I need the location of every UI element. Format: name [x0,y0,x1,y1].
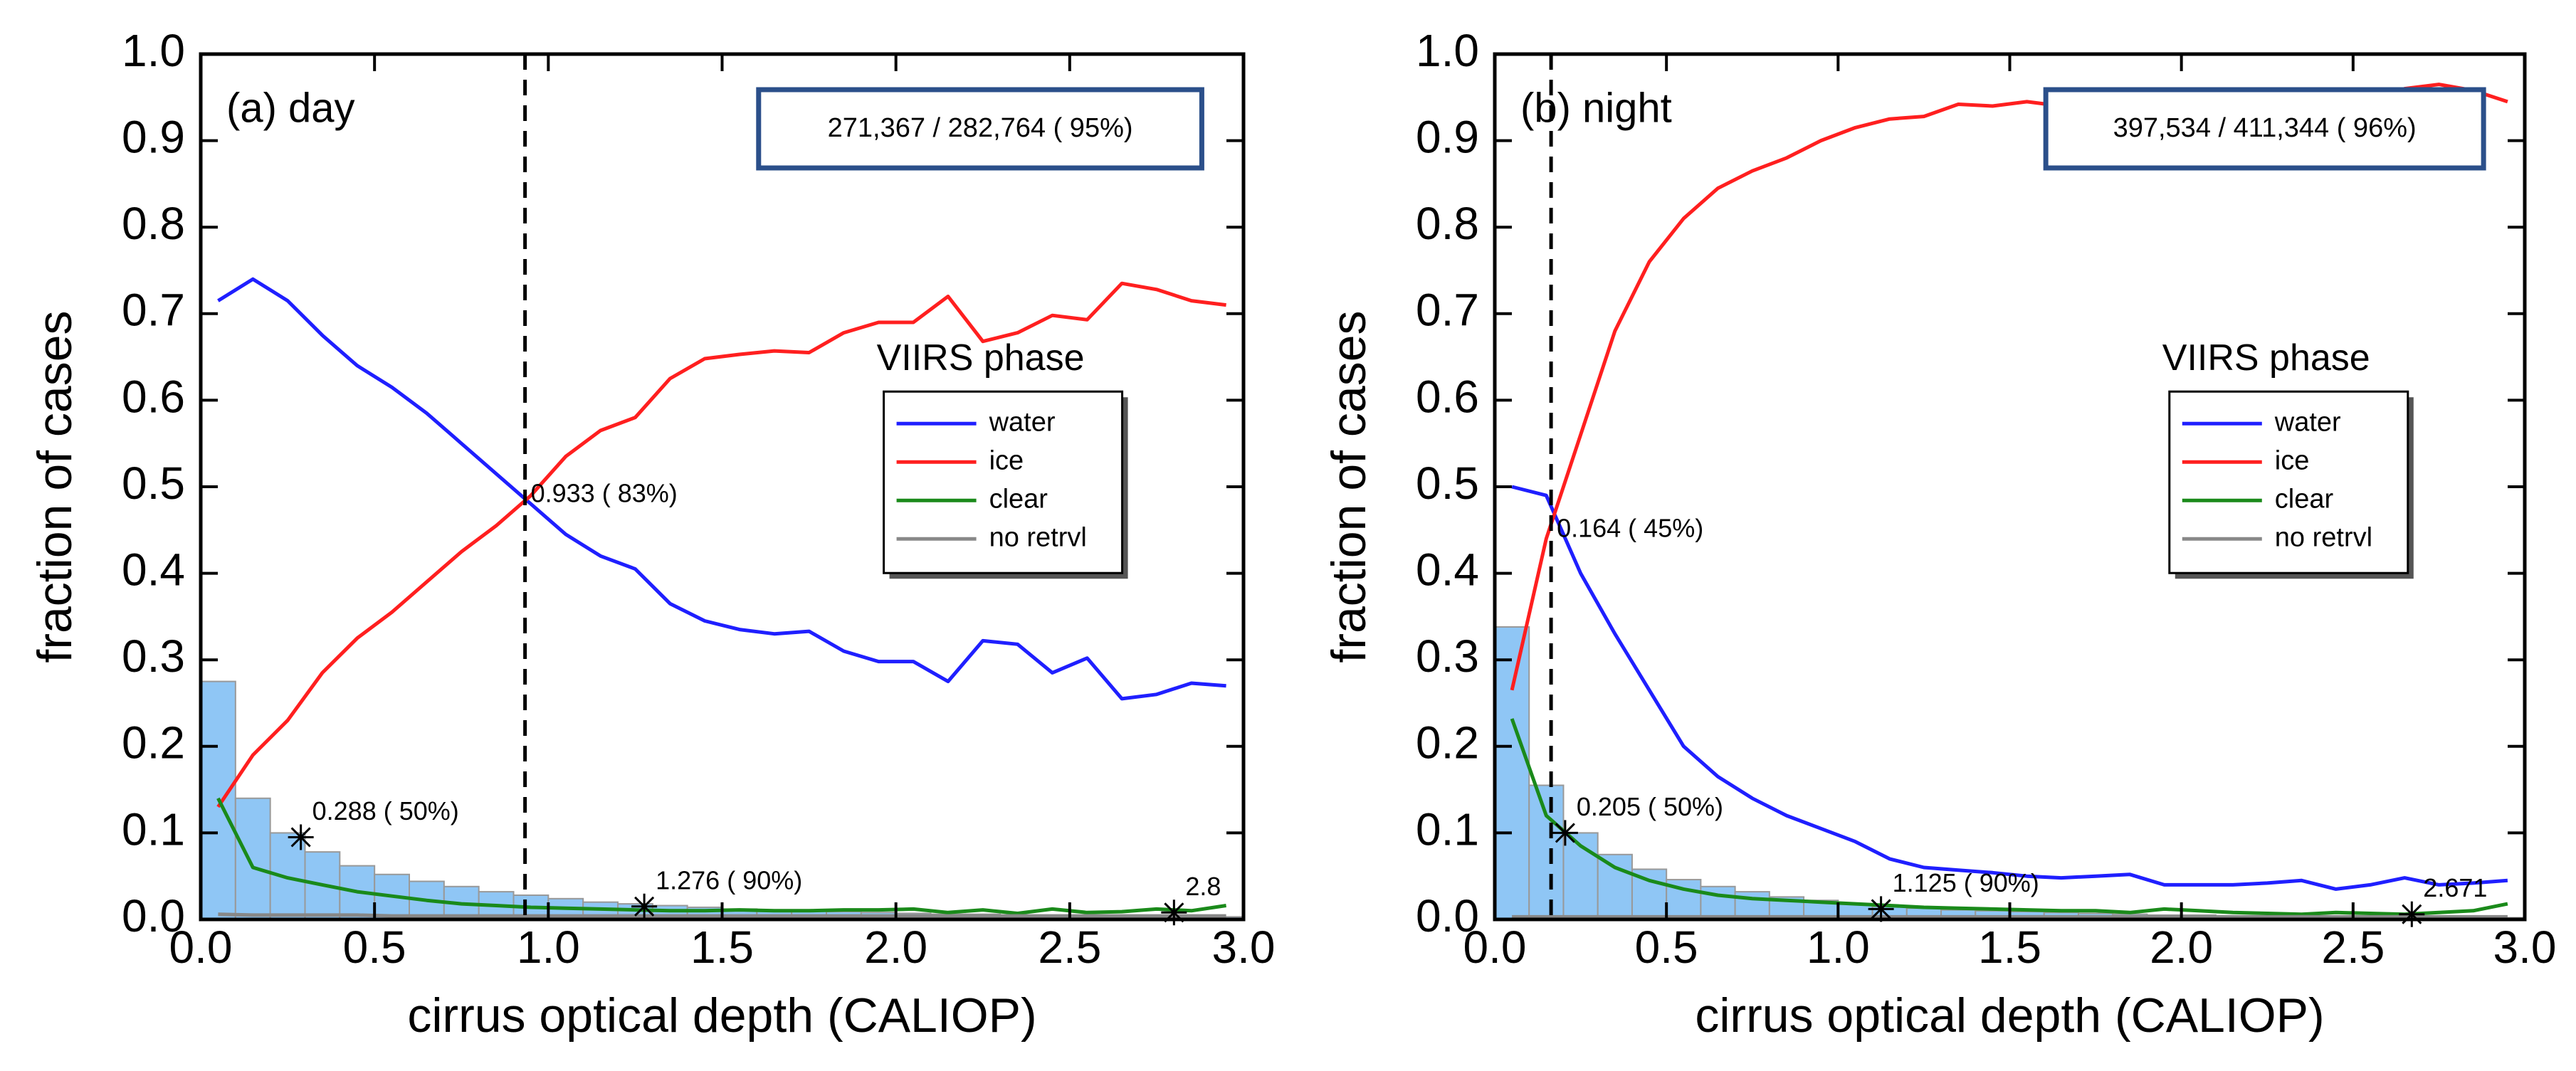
info-box [756,87,1204,171]
y-axis-label: fraction of cases [1322,310,1376,663]
annotation: 0.288 ( 50%) [312,796,459,825]
legend-label: water [989,407,1056,437]
y-tick-label: 0.2 [1416,717,1479,769]
y-tick-label: 0.3 [1416,631,1479,682]
legend-label: clear [989,484,1048,514]
y-tick-label: 0.6 [1416,371,1479,422]
legend-label: no retrvl [989,522,1087,552]
y-axis-label: fraction of cases [28,310,82,663]
star-marker [1161,899,1187,926]
y-tick-label: 0.1 [1416,803,1479,855]
y-tick-label: 0.0 [122,890,185,941]
annotation: 0.164 ( 45%) [1557,513,1703,542]
x-tick-label: 2.0 [2150,922,2213,973]
annotation: 2.8 [1185,872,1221,901]
info-text: 397,534 / 411,344 ( 96%) [2113,113,2417,143]
legend-label: ice [2275,445,2310,475]
y-tick-label: 0.5 [122,458,185,509]
annotation: 1.276 ( 90%) [656,865,802,895]
x-axis-label: cirrus optical depth (CALIOP) [407,988,1036,1043]
histogram-bar [234,797,271,921]
y-tick-label: 0.9 [1416,112,1479,163]
y-tick-label: 0.2 [122,717,185,769]
y-tick-label: 0.7 [122,285,185,336]
y-tick-label: 0.6 [122,371,185,422]
series-line [1510,83,2508,691]
annotation: 0.205 ( 50%) [1577,792,1723,821]
y-tick-label: 0.9 [122,112,185,163]
info-box [2043,87,2486,171]
x-tick-label: 0.0 [169,922,233,973]
x-tick-label: 2.0 [864,922,927,973]
x-tick-label: 0.5 [343,922,406,973]
legend-label: clear [2275,484,2334,514]
star-marker [631,893,658,919]
y-tick-label: 0.4 [122,544,185,596]
y-tick-label: 0.1 [122,803,185,855]
annotation: 0.933 ( 83%) [531,479,678,508]
y-tick-label: 1.0 [1416,25,1479,76]
x-tick-label: 1.0 [1807,922,1870,973]
star-marker [2399,901,2425,927]
star-marker [1552,820,1578,846]
x-tick-label: 3.0 [1212,922,1276,973]
y-tick-label: 1.0 [122,25,185,76]
x-tick-label: 3.0 [2493,922,2557,973]
annotation: 1.125 ( 90%) [1893,868,2039,897]
histogram-bar [1597,853,1633,921]
annotation: 2.671 [2423,873,2487,902]
star-marker [1868,896,1894,922]
legend-label: ice [989,445,1024,475]
histogram-bar [1494,626,1530,920]
y-tick-label: 0.3 [122,631,185,682]
y-tick-label: 0.7 [1416,285,1479,336]
y-tick-label: 0.8 [1416,198,1479,249]
legend-label: no retrvl [2275,522,2372,552]
panel-label: (b) night [1520,85,1672,131]
legend-title: VIIRS phase [877,337,1085,379]
x-tick-label: 1.0 [517,922,580,973]
y-tick-label: 0.4 [1416,544,1479,596]
star-marker [288,824,314,850]
x-tick-label: 0.0 [1463,922,1527,973]
legend-label: water [2274,407,2341,437]
y-tick-label: 0.8 [122,198,185,249]
info-text: 271,367 / 282,764 ( 95%) [828,113,1133,143]
y-tick-label: 0.0 [1416,890,1479,941]
histogram-bar [1528,784,1565,921]
series-line [1511,485,2508,891]
x-axis-label: cirrus optical depth (CALIOP) [1695,988,2324,1043]
legend-title: VIIRS phase [2162,337,2370,379]
series-line [216,281,1226,808]
x-tick-label: 2.5 [2321,922,2385,973]
x-tick-label: 0.5 [1635,922,1698,973]
series-line [217,277,1226,701]
x-tick-label: 1.5 [690,922,754,973]
y-tick-label: 0.5 [1416,458,1479,509]
panel-label: (a) day [226,85,355,131]
x-tick-label: 1.5 [1978,922,2041,973]
x-tick-label: 2.5 [1038,922,1101,973]
